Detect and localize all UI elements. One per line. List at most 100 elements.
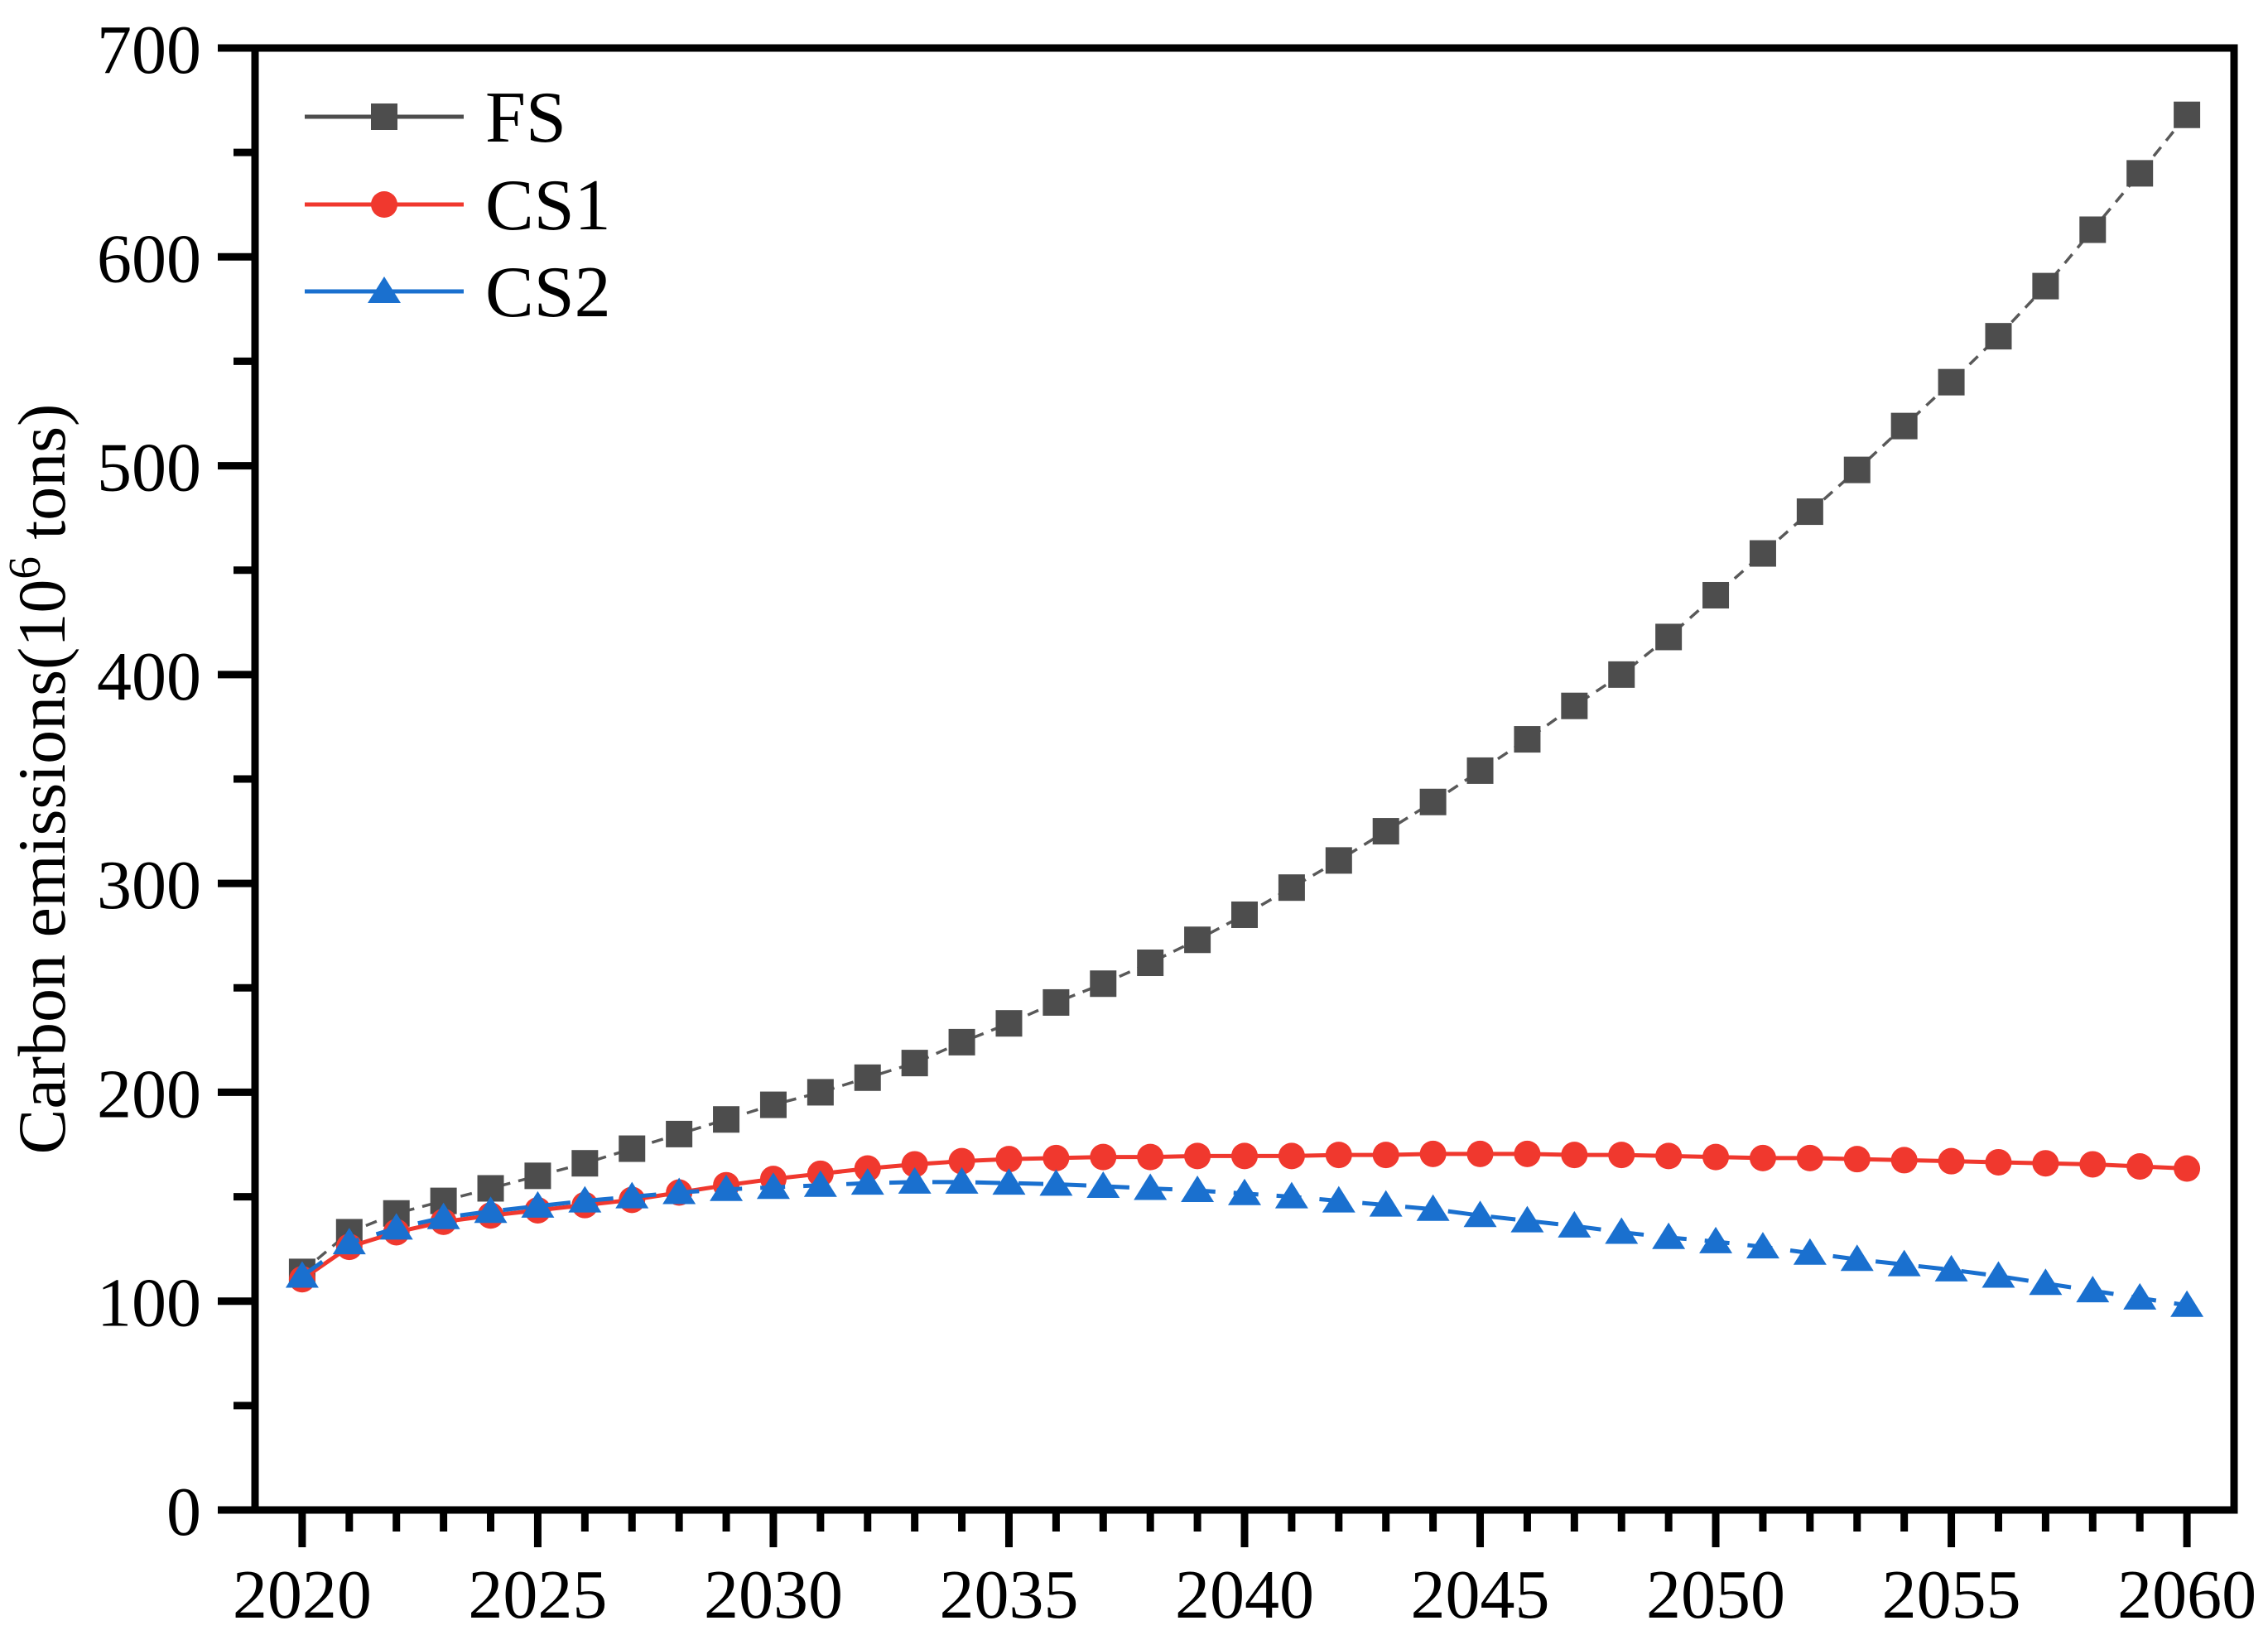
circle-marker-cs1 bbox=[948, 1147, 975, 1175]
x-tick-label: 2040 bbox=[1175, 1556, 1314, 1633]
circle-marker-cs1 bbox=[1938, 1147, 1965, 1175]
triangle-marker-cs2 bbox=[379, 1213, 413, 1240]
square-marker-fs bbox=[1796, 498, 1823, 526]
circle-icon bbox=[371, 191, 397, 218]
triangle-marker-cs2 bbox=[285, 1261, 319, 1288]
circle-marker-cs1 bbox=[2174, 1155, 2201, 1182]
series-fs bbox=[288, 101, 2201, 1286]
x-tick-label: 2045 bbox=[1411, 1556, 1550, 1633]
x-tick-label: 2035 bbox=[939, 1556, 1078, 1633]
square-marker-fs bbox=[1514, 726, 1541, 753]
square-marker-fs bbox=[1938, 368, 1965, 396]
x-tick-label: 2050 bbox=[1646, 1556, 1785, 1633]
triangle-marker-cs2 bbox=[2170, 1290, 2204, 1317]
square-marker-fs bbox=[1372, 818, 1399, 845]
square-marker-fs bbox=[1043, 988, 1070, 1016]
triangle-marker-cs2 bbox=[1228, 1178, 1261, 1205]
triangle-marker-cs2 bbox=[2029, 1268, 2063, 1296]
square-marker-fs bbox=[713, 1106, 740, 1133]
square-marker-fs bbox=[948, 1028, 975, 1056]
square-marker-fs bbox=[807, 1079, 834, 1106]
circle-marker-cs1 bbox=[1325, 1142, 1352, 1169]
triangle-marker-cs2 bbox=[568, 1185, 602, 1213]
y-axis-label-text: Carbon emissions(106 tons) bbox=[0, 404, 79, 1155]
circle-marker-cs1 bbox=[1043, 1144, 1070, 1171]
y-tick-label: 600 bbox=[97, 220, 201, 297]
plot-border bbox=[251, 44, 2238, 1514]
y-tick-label: 400 bbox=[97, 638, 201, 715]
legend-label: CS1 bbox=[485, 166, 611, 246]
circle-marker-cs1 bbox=[1796, 1144, 1823, 1171]
square-marker-fs bbox=[571, 1150, 599, 1177]
circle-marker-cs1 bbox=[1466, 1140, 1494, 1167]
triangle-marker-cs2 bbox=[1039, 1169, 1073, 1196]
y-tick-label: 500 bbox=[97, 430, 201, 507]
triangle-marker-cs2 bbox=[850, 1168, 884, 1195]
square-marker-fs bbox=[901, 1050, 928, 1077]
circle-marker-cs1 bbox=[1372, 1142, 1399, 1169]
x-tick-label: 2025 bbox=[468, 1556, 607, 1633]
square-marker-fs bbox=[1843, 456, 1871, 483]
square-marker-fs bbox=[1231, 901, 1258, 928]
square-icon bbox=[371, 103, 397, 130]
circle-marker-cs1 bbox=[1985, 1148, 2012, 1176]
triangle-marker-cs2 bbox=[1699, 1226, 1733, 1253]
legend-item-fs: FS bbox=[305, 78, 566, 158]
legend-item-cs2: CS2 bbox=[305, 252, 611, 333]
triangle-marker-cs2 bbox=[1840, 1244, 1874, 1272]
triangle-marker-cs2 bbox=[992, 1168, 1026, 1195]
x-tick-label: 2055 bbox=[1882, 1556, 2021, 1633]
square-marker-fs bbox=[1561, 692, 1588, 719]
square-marker-fs bbox=[1278, 874, 1305, 902]
square-marker-fs bbox=[1985, 323, 2012, 350]
square-marker-fs bbox=[1655, 623, 1683, 651]
triangle-marker-cs2 bbox=[1086, 1171, 1120, 1198]
triangle-marker-cs2 bbox=[1887, 1249, 1921, 1277]
triangle-marker-cs2 bbox=[474, 1196, 508, 1224]
y-tick-label: 0 bbox=[166, 1474, 201, 1551]
data-series bbox=[285, 101, 2204, 1317]
triangle-marker-cs2 bbox=[803, 1170, 837, 1197]
square-marker-fs bbox=[2174, 101, 2201, 128]
triangle-marker-cs2 bbox=[898, 1166, 932, 1194]
x-tick-label: 2020 bbox=[233, 1556, 372, 1633]
triangle-marker-cs2 bbox=[426, 1202, 460, 1229]
circle-marker-cs1 bbox=[1655, 1142, 1683, 1170]
triangle-marker-cs2 bbox=[1793, 1238, 1827, 1265]
square-marker-fs bbox=[1090, 970, 1117, 998]
triangle-marker-cs2 bbox=[615, 1181, 649, 1209]
circle-marker-cs1 bbox=[1137, 1143, 1164, 1171]
triangle-marker-cs2 bbox=[1416, 1194, 1450, 1221]
triangle-marker-cs2 bbox=[521, 1190, 555, 1218]
circle-marker-cs1 bbox=[1749, 1144, 1776, 1171]
circle-marker-cs1 bbox=[1184, 1142, 1211, 1170]
square-marker-fs bbox=[759, 1091, 787, 1118]
circle-marker-cs1 bbox=[2032, 1150, 2059, 1177]
circle-marker-cs1 bbox=[995, 1146, 1023, 1173]
square-marker-fs bbox=[524, 1162, 551, 1190]
square-marker-fs bbox=[1608, 661, 1635, 688]
triangle-marker-cs2 bbox=[756, 1172, 790, 1200]
square-marker-fs bbox=[619, 1135, 646, 1162]
square-marker-fs bbox=[1137, 950, 1164, 977]
triangle-marker-cs2 bbox=[1605, 1217, 1639, 1244]
triangle-marker-cs2 bbox=[1652, 1222, 1686, 1249]
circle-marker-cs1 bbox=[1561, 1142, 1588, 1169]
triangle-marker-cs2 bbox=[1134, 1173, 1168, 1200]
triangle-marker-cs2 bbox=[1274, 1181, 1308, 1209]
square-marker-fs bbox=[2032, 272, 2059, 300]
circle-marker-cs1 bbox=[1231, 1142, 1258, 1170]
y-tick-label: 700 bbox=[97, 12, 201, 89]
y-axis-label: Carbon emissions(106 tons) bbox=[0, 404, 79, 1155]
circle-marker-cs1 bbox=[1608, 1142, 1635, 1169]
triangle-marker-cs2 bbox=[1934, 1254, 1968, 1282]
triangle-marker-cs2 bbox=[2123, 1282, 2157, 1310]
plot-frame bbox=[251, 44, 2238, 1514]
triangle-marker-cs2 bbox=[1558, 1210, 1591, 1238]
triangle-marker-cs2 bbox=[662, 1177, 696, 1205]
circle-marker-cs1 bbox=[1843, 1146, 1871, 1173]
triangle-marker-cs2 bbox=[1322, 1185, 1356, 1213]
square-marker-fs bbox=[995, 1010, 1023, 1037]
